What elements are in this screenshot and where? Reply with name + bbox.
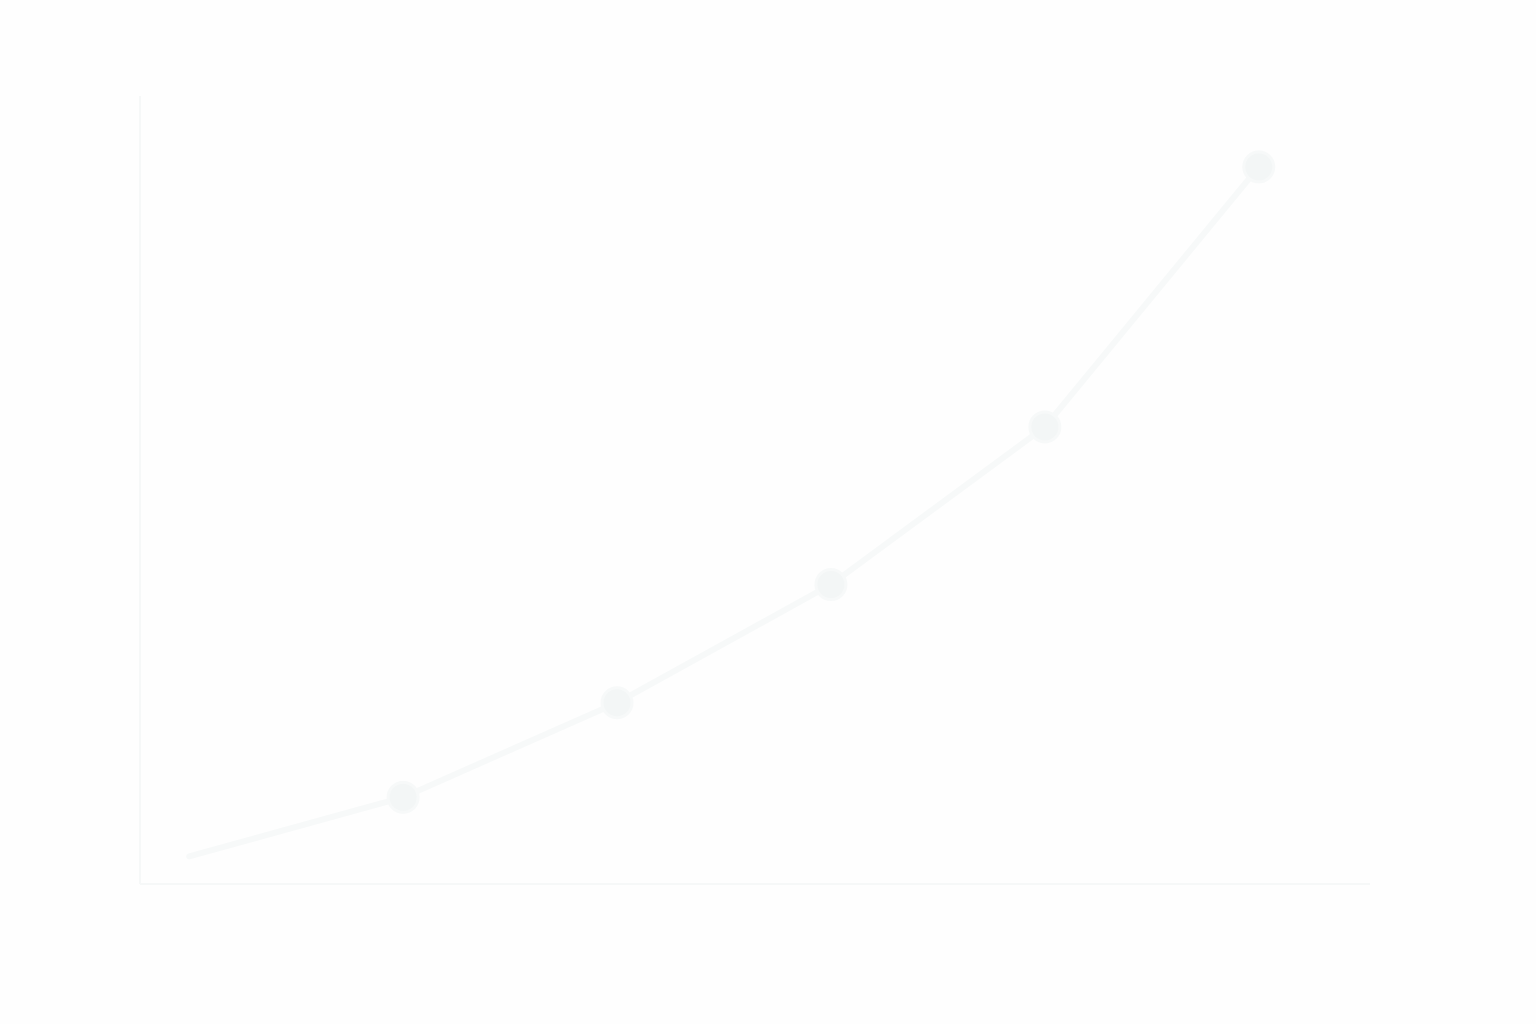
series-line bbox=[186, 163, 1262, 860]
data-point bbox=[600, 686, 634, 720]
data-point bbox=[814, 568, 848, 602]
data-point bbox=[1028, 410, 1062, 444]
series-layer bbox=[186, 150, 1276, 860]
data-point bbox=[1242, 150, 1276, 184]
data-point bbox=[386, 780, 420, 814]
